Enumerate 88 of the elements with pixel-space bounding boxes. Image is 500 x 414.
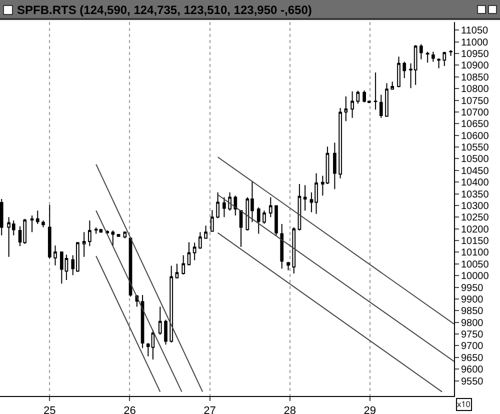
y-tick-label: 10300 (461, 200, 490, 212)
candlestick (216, 192, 220, 219)
y-tick-label: 10850 (461, 72, 490, 84)
candlestick (268, 196, 272, 218)
y-tick-label: 10800 (461, 84, 490, 96)
candlestick (82, 232, 86, 258)
y-tick-label: 9700 (461, 341, 484, 352)
candlestick (222, 196, 226, 218)
y-tick-label: 10600 (461, 130, 490, 142)
candlestick (426, 51, 430, 64)
y-tick-label: 11000 (461, 37, 489, 48)
y-tick-label: 10250 (461, 212, 490, 224)
candlestick (385, 82, 388, 118)
candlestick (210, 210, 214, 232)
candlestick (303, 184, 307, 212)
candlestick (228, 192, 232, 212)
chart-title: SPFB.RTS (124,590, 124,735, 123,510, 123,950 -,650) (17, 3, 312, 17)
candlestick (123, 230, 127, 239)
candlestick (48, 204, 52, 260)
y-tick-label: 10200 (461, 224, 490, 236)
candlestick (442, 51, 446, 66)
y-tick-label: 11050 (461, 26, 489, 37)
candlestick (198, 232, 202, 250)
x-tick-label: 28 (284, 405, 296, 414)
y-tick-label: 9550 (461, 376, 484, 388)
y-tick-label: 10050 (461, 259, 490, 270)
candlestick (333, 142, 336, 190)
y-tick-label: 10650 (461, 119, 490, 130)
candlestick (286, 261, 290, 271)
y-tick-label: 9650 (461, 352, 484, 364)
candlestick (0, 198, 4, 236)
candlestick (187, 242, 191, 266)
candlestick (397, 56, 400, 88)
candlestick (182, 254, 186, 275)
candlestick (175, 263, 179, 279)
candlestick (111, 230, 115, 246)
y-tick-label: 10450 (461, 166, 490, 177)
candlestick (338, 108, 342, 179)
y-tick-label: 10950 (461, 49, 490, 60)
candlestick (204, 225, 208, 240)
y-tick-label: 10700 (461, 107, 490, 118)
candlestick (298, 183, 302, 232)
y-tick-label: 9750 (461, 330, 484, 341)
candlestick (192, 242, 196, 261)
candlestick (437, 58, 440, 69)
candlestick (30, 215, 34, 233)
candlestick (36, 210, 40, 224)
candlestick (262, 210, 266, 224)
candlestick (379, 94, 383, 118)
y-tick-label: 9800 (461, 318, 484, 329)
candlestick (419, 44, 423, 60)
candlestick (158, 306, 162, 336)
candlestick (350, 90, 354, 118)
y-tick-label: 10150 (461, 236, 490, 248)
y-tick-label: 10350 (461, 189, 490, 200)
candlestick (280, 223, 284, 270)
candlestick (374, 72, 378, 110)
candlestick (292, 226, 296, 274)
candlestick (42, 220, 45, 228)
y-tick-label: 10000 (461, 271, 490, 282)
y-tick-label: 9600 (461, 364, 484, 376)
candlestick (256, 206, 260, 234)
y-tick-label: 10550 (461, 142, 490, 154)
x-tick-label: 29 (364, 405, 376, 414)
candlestick (170, 265, 174, 343)
y-tick-label: 10750 (461, 96, 490, 107)
x-tick-label: 25 (44, 405, 56, 414)
x-tick-label: 26 (124, 405, 136, 414)
candlestick (239, 210, 243, 248)
candlestick (432, 51, 435, 62)
candlestick (54, 244, 57, 266)
candlestick (234, 195, 238, 216)
y-tick-label: 9850 (461, 306, 484, 318)
y-tick-label: 10500 (461, 154, 490, 166)
y-tick-label: 10900 (461, 60, 490, 72)
y-tick-label: 10100 (461, 248, 490, 259)
x-tick-label: 27 (204, 405, 216, 414)
y-tick-label: 10400 (461, 178, 490, 189)
candlestick (164, 319, 168, 346)
candlestick (356, 90, 360, 104)
candlestick (88, 220, 92, 247)
candlestick (344, 96, 348, 122)
candlestick (402, 61, 406, 79)
text: x10 (457, 399, 471, 410)
y-tick-label: 9950 (461, 282, 484, 294)
candlestick (274, 205, 278, 236)
candlestick (390, 81, 394, 90)
y-tick-label: 9900 (461, 294, 484, 306)
